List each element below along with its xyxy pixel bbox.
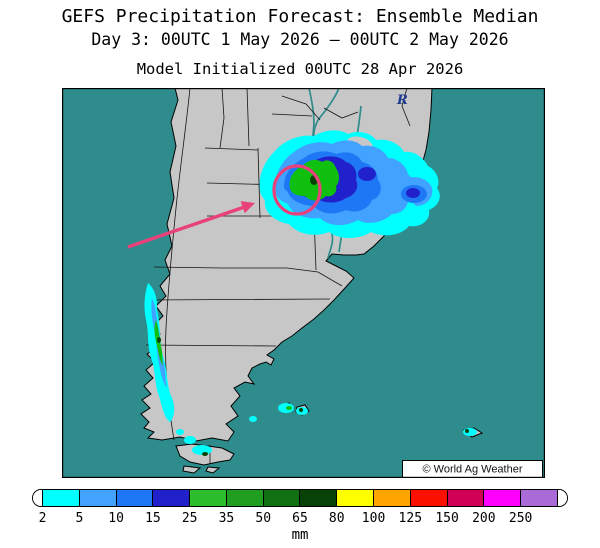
colorbar-label-15: 15 — [145, 511, 161, 526]
colorbar-segment-50 — [262, 490, 300, 506]
precip-south-georgia — [463, 428, 477, 436]
colorbar-label-150: 150 — [435, 511, 459, 526]
colorbar-label-2: 2 — [38, 511, 47, 526]
colorbar-segment-200 — [483, 490, 521, 506]
colorbar-label-10: 10 — [108, 511, 124, 526]
colorbar-segment-80 — [336, 490, 374, 506]
colorbar-segment-35 — [225, 490, 263, 506]
colorbar-segment-25 — [189, 490, 226, 506]
colorbar-segments — [42, 490, 557, 506]
highlight-annotation — [127, 164, 322, 249]
colorbar-segment-65 — [299, 490, 337, 506]
valid-period-subtitle: Day 3: 00UTC 1 May 2026 – 00UTC 2 May 20… — [91, 30, 509, 49]
river-label-glyph: R — [396, 93, 408, 108]
colorbar-label-35: 35 — [218, 511, 235, 526]
precip-falklands — [278, 403, 308, 415]
colorbar-right-cap — [557, 490, 567, 506]
page-title: GEFS Precipitation Forecast: Ensemble Me… — [61, 6, 539, 27]
colorbar-label-5: 5 — [75, 511, 84, 526]
colorbar-segment-5 — [78, 490, 116, 506]
colorbar-label-200: 200 — [472, 511, 496, 526]
colorbar-label-50: 50 — [255, 511, 272, 526]
colorbar-label-100: 100 — [361, 511, 386, 526]
colorbar-segment-125 — [409, 490, 447, 506]
highlight-circle — [272, 164, 322, 216]
forecast-map: R © World Ag Weather — [62, 88, 545, 478]
colorbar-left-cap — [33, 490, 42, 506]
credit-text: © World Ag Weather — [422, 464, 522, 476]
precip-tierra-del-fuego — [176, 416, 257, 456]
colorbar-segment-2 — [42, 490, 79, 506]
colorbar-segment-150 — [446, 490, 484, 506]
map-frame — [62, 88, 545, 478]
highlight-arrow-shaft — [127, 205, 244, 249]
colorbar-label-125: 125 — [398, 511, 423, 526]
colorbar-labels: 2 5 10 15 25 35 50 65 80 100 125 150 200 250 — [39, 511, 558, 526]
highlight-arrow-head — [240, 201, 255, 214]
colorbar-unit: mm — [291, 527, 309, 543]
paraguay-river — [312, 88, 340, 139]
colorbar-segment-10 — [115, 490, 153, 506]
colorbar-label-25: 25 — [181, 511, 198, 526]
colorbar-segment-15 — [152, 490, 190, 506]
colorbar-label-65: 65 — [292, 511, 308, 526]
colorbar-segment-250 — [520, 490, 557, 506]
precip-colorbar — [32, 489, 568, 507]
init-time-subtitle: Model Initialized 00UTC 28 Apr 2026 — [136, 60, 464, 78]
credit-box: © World Ag Weather — [402, 460, 543, 478]
colorbar-label-250: 250 — [508, 511, 533, 526]
colorbar-label-80: 80 — [328, 511, 345, 526]
precip-chile-coast — [144, 283, 175, 422]
colorbar-segment-100 — [373, 490, 410, 506]
